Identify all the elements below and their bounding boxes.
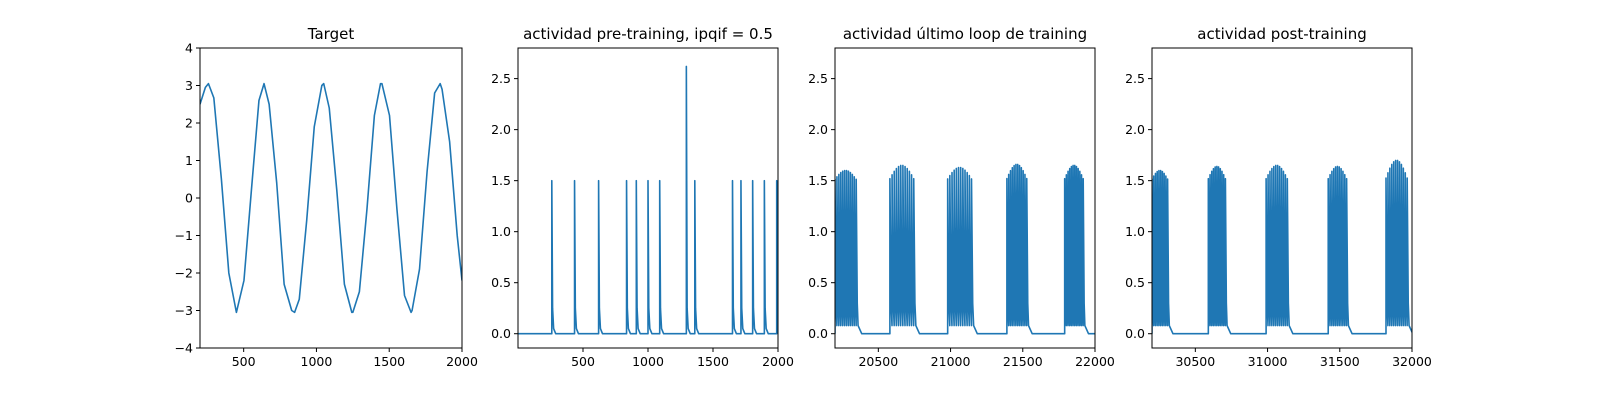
y-tick-label: 1.5 [491, 173, 511, 188]
subplot-3: actividad post-training 30500 31000 31500 32… [1125, 25, 1432, 369]
x-tick-label: 31500 [1320, 354, 1360, 369]
subplot-1: actividad pre-training, ipqif = 0.5 500 10… [491, 25, 794, 369]
x-tick-label: 32000 [1392, 354, 1432, 369]
y-tick-label: 1 [185, 153, 193, 168]
subplot-title: actividad último loop de training [843, 25, 1087, 43]
x-tick-label: 1500 [373, 354, 405, 369]
y-tick-label: 2.5 [808, 71, 828, 86]
subplot-title: actividad post-training [1197, 25, 1366, 43]
y-tick-label: 2.5 [491, 71, 511, 86]
x-tick-label: 1000 [632, 354, 664, 369]
subplot-0: Target 500 1000 1500 2000 −4 −3 −2 −1 0 1 2 3 4 [175, 25, 478, 369]
x-tick-label: 2000 [762, 354, 794, 369]
y-tick-label: 2 [185, 116, 193, 131]
y-tick-label: 1.5 [808, 173, 828, 188]
y-tick-label: 2.0 [1125, 122, 1145, 137]
y-tick-label: 0 [185, 191, 193, 206]
x-tick-label: 500 [571, 354, 595, 369]
y-tick-label: −4 [175, 341, 193, 356]
y-tick-label: −1 [175, 228, 193, 243]
x-tick-label: 2000 [446, 354, 478, 369]
axes-frame [1151, 47, 1413, 349]
y-tick-label: −3 [175, 303, 193, 318]
x-tick-label: 21000 [931, 354, 971, 369]
x-tick-label: 20500 [858, 354, 898, 369]
x-tick-label: 31000 [1248, 354, 1288, 369]
y-tick-label: 2.0 [491, 122, 511, 137]
y-tick-label: 1.0 [491, 224, 511, 239]
x-tick-label: 30500 [1175, 354, 1215, 369]
y-tick-label: 1.0 [808, 224, 828, 239]
y-tick-label: 0.5 [491, 275, 511, 290]
series-line [518, 65, 778, 335]
y-tick-label: 1.0 [1125, 224, 1145, 239]
series-line [835, 163, 1095, 335]
axes-frame [834, 47, 1096, 349]
x-tick-label: 22000 [1075, 354, 1115, 369]
y-tick-label: 3 [185, 78, 193, 93]
y-tick-label: 1.5 [1125, 173, 1145, 188]
y-tick-label: −2 [175, 266, 193, 281]
x-tick-label: 21500 [1003, 354, 1043, 369]
subplot-title: Target [307, 25, 355, 43]
x-tick-label: 1000 [301, 354, 333, 369]
x-tick-label: 1500 [697, 354, 729, 369]
subplot-2: actividad último loop de training 20500 21… [808, 25, 1115, 369]
subplot-title: actividad pre-training, ipqif = 0.5 [523, 25, 773, 43]
y-tick-label: 0.0 [1125, 326, 1145, 341]
y-tick-label: 0.0 [808, 326, 828, 341]
x-tick-label: 500 [232, 354, 256, 369]
y-tick-label: 0.0 [491, 326, 511, 341]
y-tick-label: 4 [185, 41, 193, 56]
series-line [200, 82, 462, 314]
y-tick-label: 0.5 [1125, 275, 1145, 290]
y-tick-label: 0.5 [808, 275, 828, 290]
series-line [1152, 159, 1412, 335]
y-tick-label: 2.0 [808, 122, 828, 137]
y-tick-label: 2.5 [1125, 71, 1145, 86]
